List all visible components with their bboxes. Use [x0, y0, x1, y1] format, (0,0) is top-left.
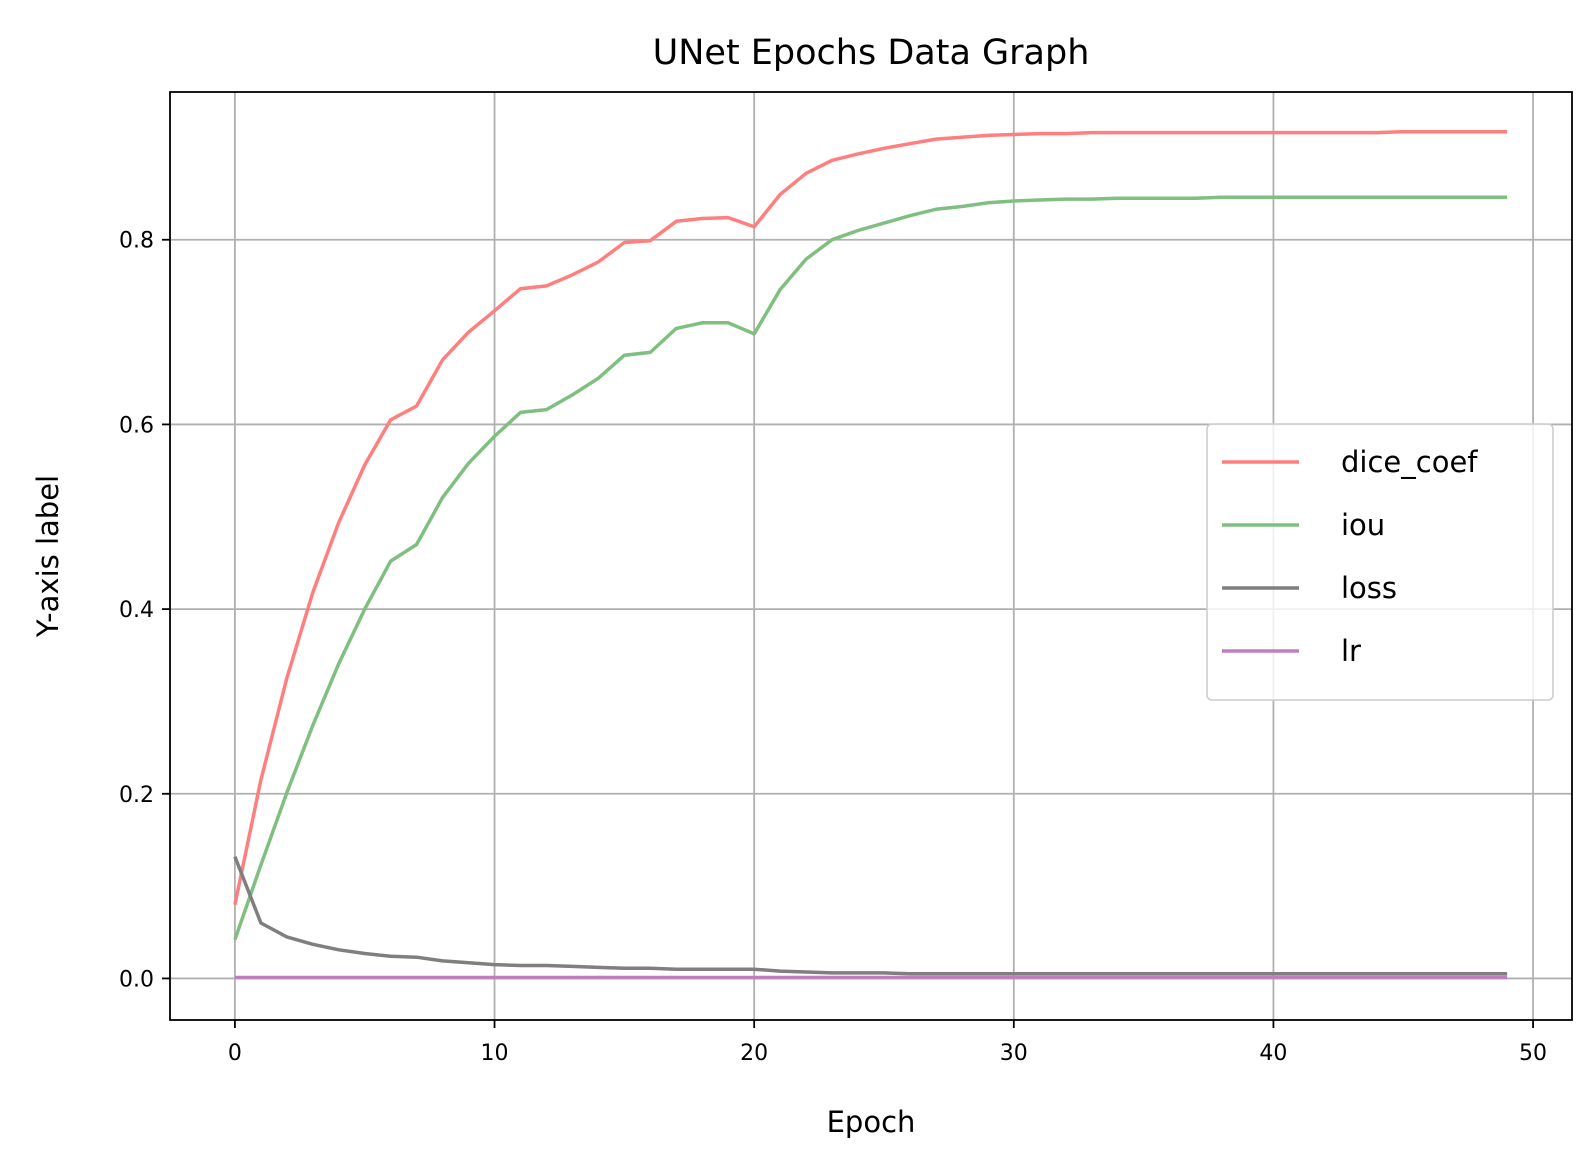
x-tick-label: 30 — [1000, 1041, 1028, 1066]
y-tick-label: 0.6 — [119, 413, 154, 438]
x-tick-label: 20 — [740, 1041, 768, 1066]
x-tick-label: 0 — [228, 1041, 242, 1066]
series-line-loss — [233, 855, 1508, 976]
legend-box — [1206, 423, 1554, 701]
series-line-dice-coef — [233, 129, 1508, 905]
x-tick-label: 40 — [1259, 1041, 1287, 1066]
plot-frame — [169, 91, 1573, 1021]
chart-title: UNet Epochs Data Graph — [653, 33, 1090, 73]
y-tick-label: 0.8 — [119, 229, 154, 254]
series-line-iou — [233, 195, 1508, 941]
legend-label-iou: iou — [1341, 508, 1385, 542]
x-axis-label: Epoch — [827, 1105, 916, 1139]
x-tick-label: 10 — [481, 1041, 509, 1066]
legend-label-dice-coef: dice_coef — [1341, 445, 1478, 479]
y-tick-label: 0.0 — [119, 967, 154, 992]
y-tick-label: 0.2 — [119, 783, 154, 808]
legend-label-lr: lr — [1341, 634, 1361, 668]
legend-label-loss: loss — [1341, 571, 1397, 605]
y-tick-label: 0.4 — [119, 598, 154, 623]
x-tick-label: 50 — [1519, 1041, 1547, 1066]
y-axis-label: Y-axis label — [31, 475, 65, 638]
axis-ticks: 0 10 20 30 40 50 0.0 0.2 0.4 0.6 0.8 — [119, 229, 1547, 1066]
series-lines — [233, 129, 1508, 980]
